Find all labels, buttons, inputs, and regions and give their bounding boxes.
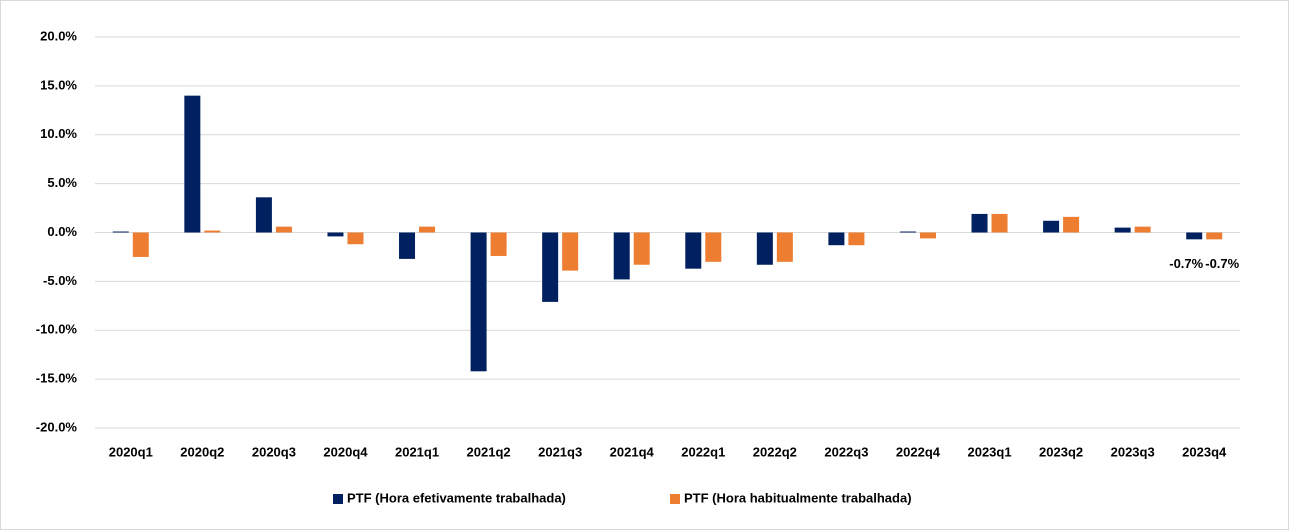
- legend-swatch: [670, 494, 680, 504]
- x-tick-label: 2020q1: [109, 444, 153, 459]
- bar: [705, 232, 722, 262]
- bar: [490, 232, 507, 256]
- bar: [112, 231, 129, 233]
- bar: [470, 232, 487, 372]
- bar: [971, 213, 988, 233]
- bar: [991, 213, 1008, 233]
- bar: [899, 231, 916, 233]
- bar: [275, 226, 292, 233]
- legend-label: PTF (Hora efetivamente trabalhada): [347, 490, 566, 505]
- bar: [848, 232, 865, 246]
- x-tick-label: 2023q2: [1039, 444, 1083, 459]
- bar: [399, 232, 416, 259]
- bar: [828, 232, 845, 246]
- bar: [184, 95, 201, 233]
- bar: [1043, 220, 1060, 233]
- data-label: -0.7%: [1205, 256, 1239, 271]
- x-tick-label: 2020q2: [180, 444, 224, 459]
- bar: [255, 197, 272, 233]
- bar: [1206, 232, 1223, 240]
- y-tick-label: -15.0%: [36, 371, 78, 386]
- bar: [756, 232, 773, 265]
- x-tick-label: 2021q2: [467, 444, 511, 459]
- x-tick-label: 2021q4: [610, 444, 655, 459]
- y-tick-label: -20.0%: [36, 419, 78, 434]
- x-tick-label: 2020q3: [252, 444, 296, 459]
- bar: [327, 232, 344, 237]
- x-tick-label: 2023q1: [967, 444, 1011, 459]
- x-tick-label: 2022q3: [824, 444, 868, 459]
- x-tick-label: 2021q1: [395, 444, 439, 459]
- legend-label: PTF (Hora habitualmente trabalhada): [684, 490, 912, 505]
- bar: [1134, 226, 1151, 233]
- bar: [1114, 227, 1131, 233]
- data-label: -0.7%: [1169, 256, 1203, 271]
- x-tick-label: 2022q4: [896, 444, 941, 459]
- bar: [919, 232, 936, 239]
- bar: [633, 232, 650, 265]
- bar: [419, 226, 436, 233]
- bar: [685, 232, 702, 269]
- bar: [776, 232, 793, 262]
- x-tick-label: 2021q3: [538, 444, 582, 459]
- bar: [613, 232, 630, 280]
- x-tick-label: 2020q4: [323, 444, 368, 459]
- bar: [1186, 232, 1203, 240]
- bar: [347, 232, 364, 245]
- y-tick-label: 5.0%: [47, 175, 77, 190]
- legend-swatch: [333, 494, 343, 504]
- bar: [1063, 216, 1080, 233]
- y-tick-label: 20.0%: [40, 28, 77, 43]
- x-tick-label: 2023q3: [1111, 444, 1155, 459]
- x-tick-label: 2023q4: [1182, 444, 1227, 459]
- bar: [204, 230, 221, 233]
- y-tick-label: -5.0%: [43, 273, 77, 288]
- bar: [562, 232, 579, 271]
- x-tick-label: 2022q2: [753, 444, 797, 459]
- y-tick-label: 10.0%: [40, 126, 77, 141]
- y-tick-label: 15.0%: [40, 77, 77, 92]
- bar: [542, 232, 559, 302]
- bar: [132, 232, 149, 257]
- y-tick-label: -10.0%: [36, 322, 78, 337]
- x-tick-label: 2022q1: [681, 444, 725, 459]
- y-tick-label: 0.0%: [47, 224, 77, 239]
